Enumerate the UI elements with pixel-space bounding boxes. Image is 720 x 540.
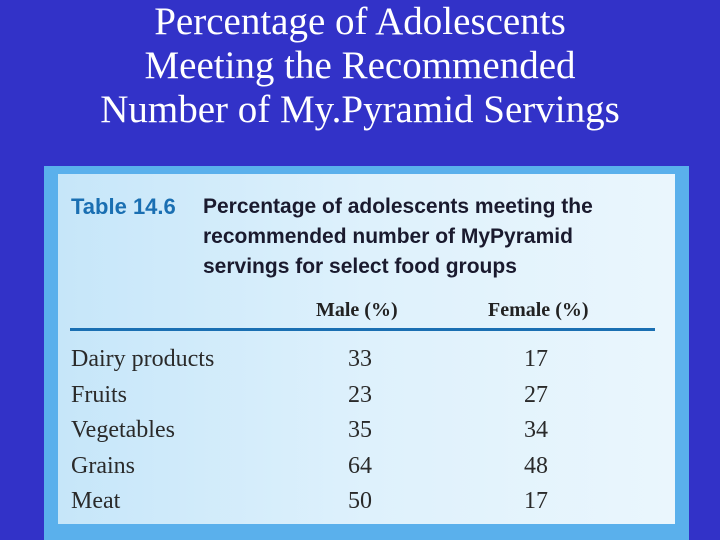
slide-title-line: Meeting the Recommended — [144, 44, 576, 87]
table-caption-line: recommended number of MyPyramid — [203, 225, 573, 248]
slide-title-line: Number of My.Pyramid Servings — [100, 88, 620, 131]
table-panel: Table 14.6 Percentage of adolescents mee… — [58, 174, 675, 524]
male-percent: 33 — [348, 346, 372, 372]
table-caption: Percentage of adolescents meeting the re… — [203, 192, 663, 282]
male-percent: 64 — [348, 452, 372, 479]
food-group-label: Dairy products — [71, 346, 215, 372]
column-header-male: Male (%) — [316, 299, 398, 321]
slide-title-line: Percentage of Adolescents — [154, 0, 566, 43]
table-row: Fruits 23 27 — [58, 378, 675, 414]
table-caption-line: servings for select food groups — [203, 255, 517, 278]
header-rule — [70, 328, 655, 331]
column-header-female: Female (%) — [488, 299, 589, 321]
male-percent: 50 — [348, 488, 372, 514]
female-percent: 17 — [524, 488, 548, 514]
table-row: Vegetables 35 34 — [58, 413, 675, 449]
female-percent: 27 — [524, 381, 548, 408]
food-group-label: Vegetables — [71, 417, 175, 443]
male-percent: 23 — [348, 381, 372, 408]
table-number: Table 14.6 — [71, 194, 176, 219]
table-body: Dairy products 33 17 Fruits 23 27 Vegeta… — [58, 342, 675, 520]
female-percent: 34 — [524, 417, 548, 443]
table-image: Table 14.6 Percentage of adolescents mee… — [44, 166, 689, 540]
female-percent: 48 — [524, 452, 548, 479]
slide-title: Percentage of Adolescents Meeting the Re… — [0, 0, 720, 132]
female-percent: 17 — [524, 346, 548, 372]
food-group-label: Grains — [71, 452, 135, 479]
food-group-label: Fruits — [71, 381, 128, 408]
table-row: Dairy products 33 17 — [58, 342, 675, 378]
table-caption-line: Percentage of adolescents meeting the — [203, 195, 593, 218]
food-group-label: Meat — [71, 488, 121, 514]
table-row: Grains 64 48 — [58, 449, 675, 485]
table-row: Meat 50 17 — [58, 484, 675, 520]
male-percent: 35 — [348, 417, 372, 443]
